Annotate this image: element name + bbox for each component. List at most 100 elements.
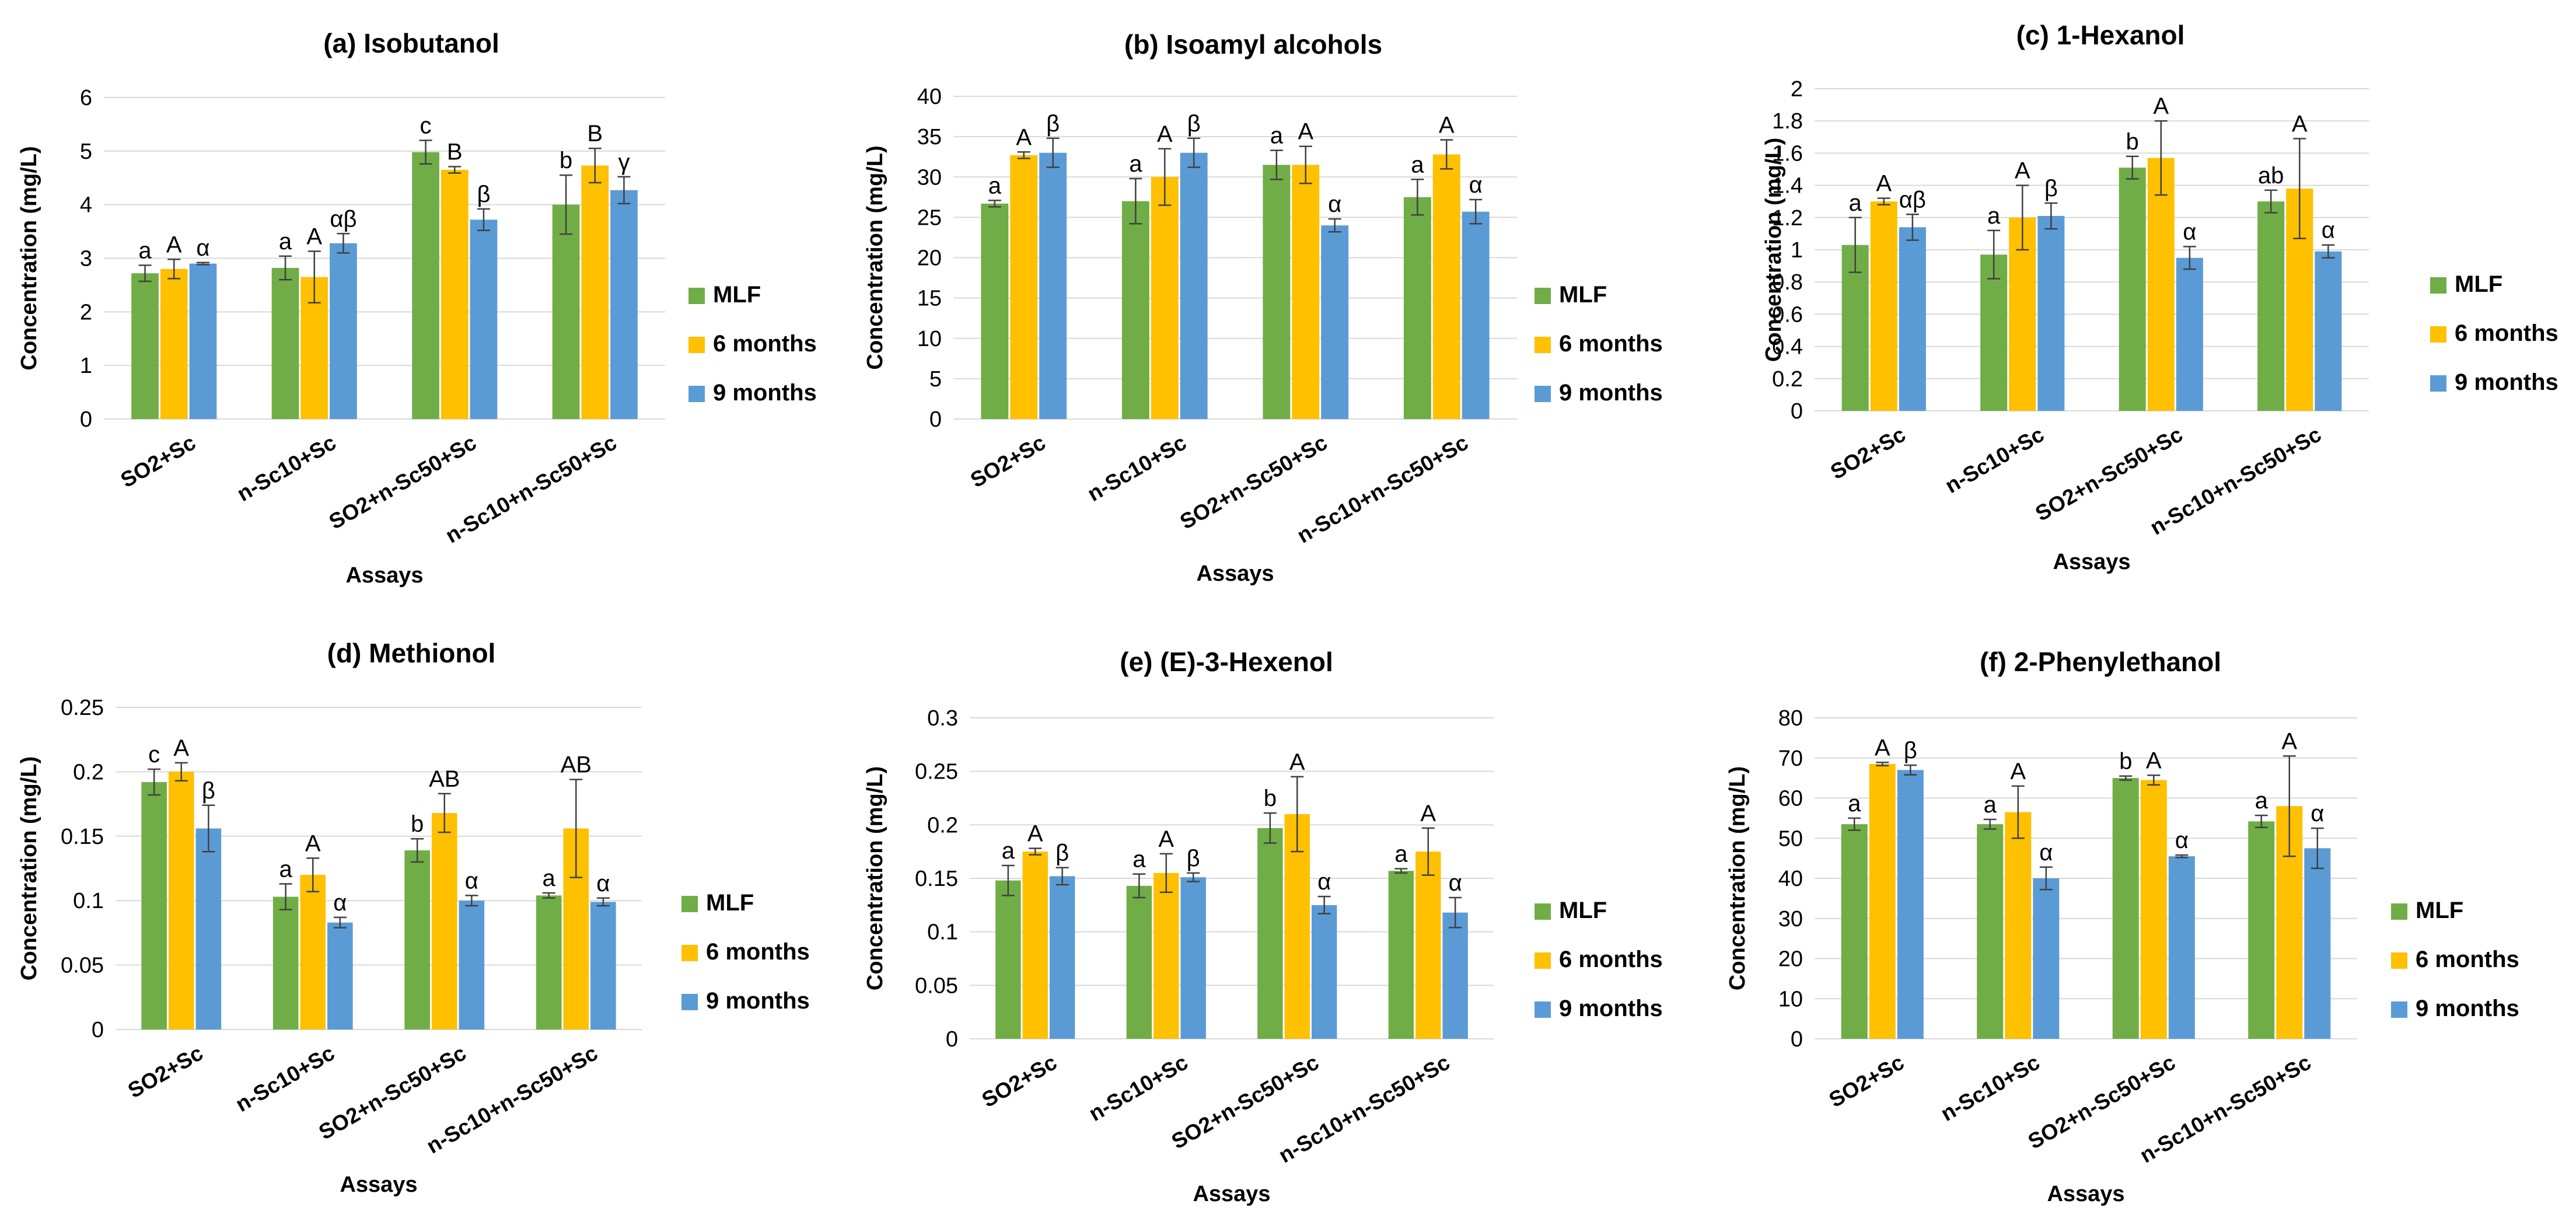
legend-label: 9 months (2455, 369, 2558, 395)
error-bar (1029, 847, 1042, 856)
error-bar (167, 259, 181, 280)
legend-label: MLF (706, 890, 754, 916)
x-tick-label: SO2+Sc (966, 430, 1050, 492)
error-bar (1876, 762, 1889, 767)
error-bar (2119, 775, 2133, 781)
error-bar (174, 762, 188, 782)
y-tick-label: 0.8 (1772, 270, 1803, 295)
legend-swatch (688, 337, 705, 353)
error-bar (2322, 244, 2335, 259)
significance-letter: a (2255, 788, 2269, 814)
significance-letter: αβ (330, 206, 356, 232)
y-tick-label: 1.2 (1772, 206, 1803, 231)
bar (1311, 905, 1337, 1039)
bar (1049, 876, 1075, 1039)
y-axis-label: Concentration (mg/L) (1725, 766, 1750, 990)
y-tick-label: 0.2 (73, 760, 104, 784)
significance-letter: A (1157, 121, 1173, 147)
legend-label: 9 months (713, 380, 817, 406)
significance-letter: β (1904, 738, 1917, 763)
bar (1151, 177, 1179, 419)
error-bar (1328, 218, 1341, 233)
significance-letter: A (2153, 93, 2169, 119)
error-bar (988, 200, 1001, 208)
significance-letter: A (1289, 749, 1305, 775)
x-tick-label: n-Sc10+Sc (1937, 1050, 2043, 1126)
legend-swatch (1535, 288, 1551, 304)
y-tick-label: 0.4 (1772, 335, 1803, 360)
significance-letter: α (2175, 828, 2189, 853)
y-tick-label: 0.25 (61, 696, 104, 720)
error-bar (2044, 202, 2058, 230)
error-bar (333, 916, 347, 929)
bar (2315, 251, 2342, 411)
y-tick-label: 60 (1778, 787, 1803, 811)
bar (1432, 154, 1460, 419)
significance-letter: A (1439, 113, 1455, 138)
bar (2248, 821, 2275, 1039)
chart-panel-3: (c) 1-Hexanol 0 0.2 0.4 0.6 0.8 1 1.2 1.4 1.6 1.8 2… (1761, 20, 2558, 574)
bar (2168, 856, 2195, 1039)
bar (610, 190, 638, 419)
significance-letter: A (173, 735, 189, 761)
legend-label: MLF (2455, 271, 2502, 297)
significance-letter: a (1987, 203, 2001, 229)
bar (590, 902, 616, 1029)
x-axis-label: Assays (345, 563, 423, 588)
y-axis-label: Concentration (mg/L) (863, 766, 887, 990)
error-bar (588, 147, 602, 184)
x-tick-label: n-Sc10+Sc (1941, 422, 2048, 498)
error-bar (2126, 155, 2139, 180)
bar (412, 152, 439, 419)
bar (2140, 780, 2167, 1039)
error-bar (1983, 818, 1997, 830)
error-bar (1421, 827, 1435, 876)
x-tick-label: SO2+Sc (117, 430, 200, 492)
significance-letter: c (420, 113, 432, 138)
x-tick-label: SO2+Sc (124, 1041, 207, 1102)
x-tick-label: SO2+Sc (978, 1050, 1061, 1112)
bar (2005, 812, 2032, 1039)
y-tick-label: 0.1 (927, 920, 958, 945)
significance-letter: β (1187, 846, 1200, 871)
y-tick-label: 0 (80, 407, 92, 432)
bar (1841, 824, 1868, 1039)
y-tick-label: 0.25 (915, 760, 958, 784)
significance-letter: A (1016, 124, 1032, 150)
bar (160, 268, 188, 419)
significance-letter: A (2281, 728, 2297, 754)
error-bar (1987, 229, 2001, 280)
error-bar (306, 857, 320, 892)
bar (2304, 848, 2331, 1039)
bar (272, 896, 299, 1029)
error-bar (337, 233, 350, 254)
bar (981, 203, 1009, 419)
error-bar (196, 261, 209, 266)
chart-panel-4: (d) Methionol 0 0.05 0.1 0.15 0.2 0.25 Concentr… (17, 638, 810, 1197)
bar (1257, 828, 1283, 1039)
error-bar (2039, 866, 2053, 891)
significance-letter: β (1055, 840, 1069, 866)
significance-letter: α (2183, 219, 2196, 245)
legend-swatch (2391, 952, 2407, 969)
legend-label: MLF (1559, 898, 1607, 923)
y-axis-label: Concentration (mg/L) (863, 145, 887, 369)
chart-title: (e) (E)-3-Hexenol (1120, 647, 1333, 677)
error-bar (542, 892, 555, 899)
significance-letter: A (1875, 735, 1890, 760)
bar (536, 895, 562, 1029)
legend-label: MLF (713, 282, 761, 308)
chart-title: (a) Isobutanol (323, 28, 499, 58)
bar (581, 165, 609, 419)
chart-panel-1: (a) Isobutanol 0 1 2 3 4 5 6 Concentration (mg/L… (17, 28, 817, 588)
bar (1292, 165, 1320, 419)
significance-letter: A (1158, 826, 1174, 852)
error-bar (1291, 776, 1304, 853)
legend-label: 9 months (2416, 996, 2519, 1021)
bar (1154, 872, 1179, 1039)
bar (1388, 871, 1414, 1039)
y-tick-label: 0 (1791, 1027, 1803, 1052)
y-tick-label: 0 (1791, 399, 1803, 424)
x-tick-label: n-Sc10+Sc (1085, 1050, 1191, 1126)
error-bar (448, 166, 462, 174)
